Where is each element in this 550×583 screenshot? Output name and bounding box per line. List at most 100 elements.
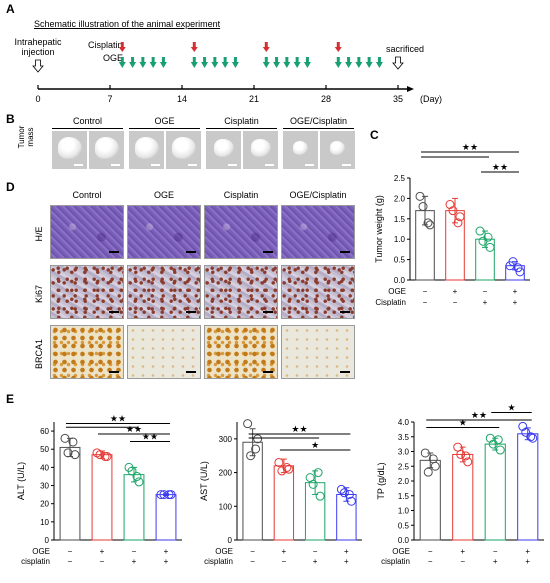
data-point	[95, 450, 105, 460]
significance-stars: ★	[507, 403, 515, 413]
histology-image	[127, 205, 201, 259]
scale-bar	[151, 164, 160, 166]
timeline-arrowhead	[407, 86, 414, 92]
oge-sign: −	[483, 287, 488, 296]
tumor-specimen	[57, 137, 82, 159]
data-point	[132, 471, 142, 481]
tumor-specimen	[213, 139, 234, 157]
data-point	[415, 191, 425, 201]
tumor-photo	[129, 131, 164, 169]
oge-row-label: OGE	[215, 547, 233, 556]
cisplatin-sign: +	[483, 298, 488, 306]
histology-image	[50, 325, 124, 379]
scale-bar	[186, 251, 196, 253]
data-point	[453, 218, 463, 228]
y-tick-label: 10	[40, 518, 49, 527]
scale-bar	[109, 371, 119, 373]
histology-group-header: Cisplatin	[223, 190, 259, 200]
significance-stars: ★★	[471, 410, 487, 420]
timeline-unit-label: (Day)	[420, 94, 442, 104]
oge-dose-arrow-icon	[293, 57, 301, 68]
oge-sign: −	[428, 547, 433, 556]
oge-row-label: OGE	[32, 547, 50, 556]
data-point	[453, 442, 463, 452]
cisplatin-sign: −	[453, 298, 458, 306]
oge-sign: +	[453, 287, 458, 296]
scale-bar	[265, 164, 274, 166]
tumor-specimen	[250, 139, 271, 157]
data-point	[246, 451, 256, 461]
histology-image	[127, 325, 201, 379]
data-point	[508, 257, 518, 267]
sacrificed-label: sacrificed	[386, 44, 425, 54]
data-point	[495, 445, 505, 455]
tumor-group-header: OGE/Cisplatin	[289, 116, 348, 126]
tumor-photo	[206, 131, 241, 169]
oge-dose-arrow-icon	[201, 57, 209, 68]
bar	[91, 454, 113, 541]
cisplatin-sign: +	[313, 557, 318, 566]
bar	[59, 446, 81, 541]
y-tick-label: 3.0	[398, 448, 410, 457]
oge-sign: +	[164, 547, 169, 556]
data-point	[315, 491, 325, 501]
timeline-day-label: 14	[177, 94, 187, 104]
y-tick-label: 1.0	[394, 235, 406, 244]
scale-bar	[109, 251, 119, 253]
scale-bar	[305, 164, 314, 166]
significance-stars: ★★	[142, 432, 158, 442]
scale-bar	[263, 251, 273, 253]
cisplatin-dose-arrow-icon	[262, 42, 270, 52]
bar	[123, 474, 145, 541]
y-axis-label: AST (U/L)	[199, 461, 209, 501]
tumor-photo	[52, 131, 87, 169]
y-tick-label: 0	[45, 536, 50, 545]
histology-group-header: Control	[72, 190, 102, 200]
tumor-specimen	[94, 137, 119, 159]
oge-dose-arrow-icon	[283, 57, 291, 68]
cisplatin-sign: −	[460, 557, 465, 566]
tumor-group-underline	[129, 128, 200, 129]
y-tick-label: 50	[40, 445, 49, 454]
significance-stars: ★★	[462, 142, 478, 152]
cisplatin-sign: +	[132, 557, 137, 566]
oge-dose-arrow-icon	[375, 57, 383, 68]
y-tick-label: 0.5	[398, 521, 410, 530]
data-point	[282, 463, 292, 473]
data-point	[515, 267, 525, 277]
timeline-day-label: 28	[321, 94, 331, 104]
histology-image	[281, 325, 355, 379]
bar	[242, 441, 263, 541]
data-point	[251, 444, 261, 454]
scale-bar	[111, 164, 120, 166]
tumor-specimen	[293, 141, 308, 155]
data-point	[70, 450, 80, 460]
bar	[517, 433, 539, 541]
histology-image	[204, 265, 278, 319]
significance-stars: ★	[459, 418, 467, 428]
oge-sign: −	[132, 547, 137, 556]
data-point	[284, 464, 294, 474]
y-tick-label: 4.0	[398, 418, 410, 427]
oge-dose-arrow-icon	[273, 57, 281, 68]
oge-sign: +	[344, 547, 349, 556]
data-point	[461, 451, 471, 461]
stain-row-label: BRCA1	[34, 339, 44, 370]
data-point	[346, 496, 356, 506]
oge-dose-arrow-icon	[221, 57, 229, 68]
data-point	[339, 488, 349, 498]
panel-label-e: E	[6, 392, 15, 406]
tumor-specimen	[330, 141, 345, 155]
oge-sign: +	[282, 547, 287, 556]
tumor-photo	[320, 131, 355, 169]
scale-bar	[340, 311, 350, 313]
scale-bar	[74, 164, 83, 166]
timeline-svg: 0 7 14 21 28 35 (Day)	[32, 42, 442, 104]
tumor-photo	[166, 131, 201, 169]
bar	[155, 494, 177, 541]
y-axis-label: TP (g/dL)	[376, 462, 386, 499]
data-point	[428, 454, 438, 464]
significance-stars: ★	[311, 440, 319, 450]
timeline-day-label: 35	[393, 94, 403, 104]
